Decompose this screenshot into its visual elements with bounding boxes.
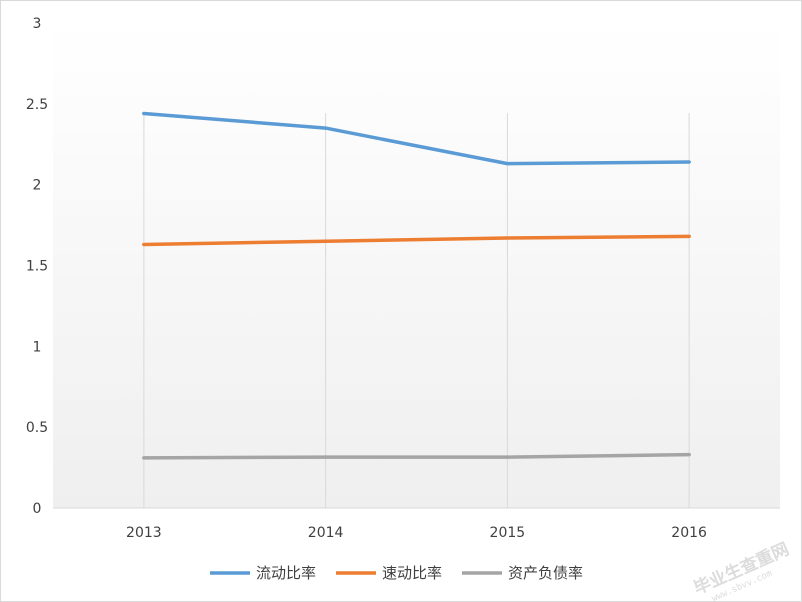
- legend: 流动比率 速动比率 资产负债率: [210, 564, 583, 582]
- y-tick-label: 0: [33, 501, 42, 517]
- legend-label-1: 速动比率: [382, 564, 442, 582]
- series-line-1: [142, 234, 691, 247]
- series-1-point-2014: [324, 239, 328, 243]
- x-tick-label: 2016: [671, 525, 707, 541]
- y-tick-label: 3: [33, 16, 42, 32]
- series-1-point-2015: [505, 236, 509, 240]
- x-tick-label: 2015: [490, 525, 526, 541]
- y-tick-label: 0.5: [26, 420, 48, 436]
- series-lines: [142, 111, 691, 460]
- y-axis-ticks: 0 0.5 1 1.5 2 2.5 3: [26, 16, 48, 517]
- legend-label-2: 资产负债率: [508, 564, 583, 582]
- grid-lines: [143, 113, 690, 508]
- x-tick-label: 2014: [308, 525, 344, 541]
- series-2-point-2015: [505, 455, 509, 459]
- series-2-point-2016: [687, 453, 691, 457]
- x-tick-label: 2013: [126, 525, 162, 541]
- series-2-point-2014: [324, 455, 328, 459]
- x-axis-ticks: 2013 2014 2015 2016: [126, 525, 707, 541]
- series-line-2: [142, 452, 691, 460]
- legend-label-0: 流动比率: [256, 564, 316, 582]
- series-2-point-2013: [142, 456, 146, 460]
- y-tick-label: 1.5: [26, 259, 48, 275]
- watermark: 毕业生查重网 www.sbvv.com: [690, 538, 792, 601]
- y-tick-label: 2.5: [26, 97, 48, 113]
- series-0-point-2015: [505, 162, 509, 166]
- plot-area: [53, 23, 780, 508]
- series-0-point-2013: [142, 112, 146, 116]
- series-1-point-2013: [142, 242, 146, 246]
- y-tick-label: 1: [33, 339, 42, 355]
- series-1-point-2016: [687, 234, 691, 238]
- series-0-point-2014: [324, 126, 328, 130]
- y-tick-label: 2: [33, 178, 42, 194]
- series-line-0: [142, 111, 691, 166]
- series-0-point-2016: [687, 160, 691, 164]
